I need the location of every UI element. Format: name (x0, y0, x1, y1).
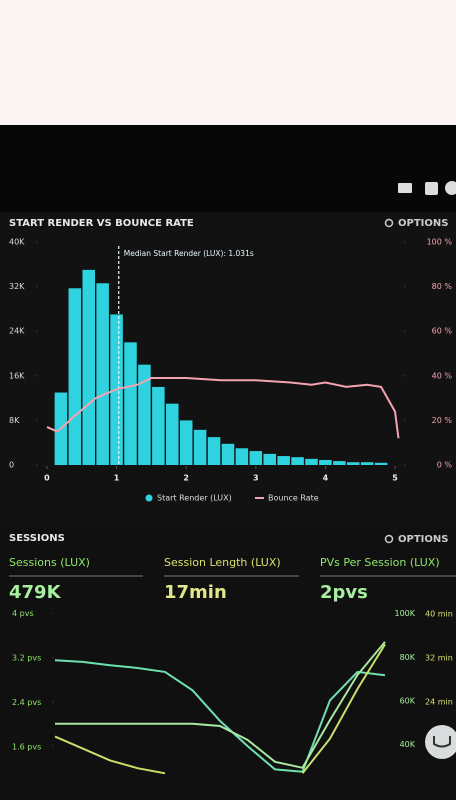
y-tick-label: 8K (9, 416, 20, 425)
y-tick-label: 40K (9, 238, 25, 247)
x-tick-label: 1 (114, 474, 120, 483)
tick-label: 2.4 pvs (12, 698, 41, 707)
options-button[interactable]: OPTIONS (398, 218, 448, 229)
bar (333, 461, 346, 465)
x-tick-label: 4 (323, 474, 329, 483)
data-line (55, 641, 386, 769)
sessions-panel (0, 528, 456, 800)
tick-label: 4 pvs (12, 609, 34, 618)
bar (138, 364, 151, 465)
bar (96, 283, 109, 465)
legend-label: Start Render (LUX) (157, 494, 232, 503)
data-line (54, 643, 386, 775)
y-tick-label: 16K (9, 371, 25, 380)
chat-button[interactable] (425, 725, 456, 759)
y-tick-label: 0 (9, 461, 14, 470)
x-tick-label: 5 (392, 474, 398, 483)
chat-icon (433, 736, 451, 748)
x-tick-label: 3 (253, 474, 259, 483)
options-icon[interactable] (384, 534, 394, 544)
bar (305, 458, 318, 465)
tick-label: 24 min (425, 697, 453, 706)
x-tick-label: 2 (183, 474, 189, 483)
tick-label: 100K (394, 609, 415, 618)
stat-label: Session Length (LUX) (164, 556, 281, 569)
data-line (46, 377, 400, 439)
options-button[interactable]: OPTIONS (398, 534, 448, 545)
panel-title: START RENDER VS BOUNCE RATE (9, 218, 194, 229)
tick-label: 80K (400, 653, 416, 662)
bar (235, 448, 249, 465)
tick-label: 60K (400, 696, 416, 705)
stat-value: 17min (164, 582, 227, 603)
x-tick-label: 0 (44, 474, 50, 483)
bar (166, 403, 179, 465)
options-icon[interactable] (384, 218, 394, 228)
bar (347, 462, 360, 465)
bar (277, 456, 290, 465)
charts: 0 8K 16K 24K 32K 40K 0 % 20 % 40 % 60 % 80 % 100 % 0… (9, 238, 453, 775)
chart-panel (0, 212, 456, 528)
y2-tick-label: 80 % (432, 282, 453, 291)
bar (82, 269, 95, 465)
data-line (54, 659, 386, 773)
panel-title: SESSIONS (9, 533, 65, 544)
bar (291, 457, 304, 465)
bar (124, 342, 137, 465)
bar (249, 451, 263, 465)
y2-tick-label: 20 % (432, 416, 453, 425)
bar (193, 429, 207, 465)
bar (207, 437, 221, 465)
annotation: Median Start Render (LUX): 1.031s (124, 249, 254, 258)
desktop-icon[interactable] (398, 183, 412, 193)
bar (221, 443, 235, 465)
stat-label: Sessions (LUX) (9, 556, 90, 569)
y-tick-label: 32K (9, 282, 25, 291)
y2-tick-label: 0 % (437, 461, 453, 470)
y2-tick-label: 60 % (432, 327, 453, 336)
bar (374, 462, 388, 465)
y2-tick-label: 40 % (432, 371, 453, 380)
wall (0, 0, 456, 125)
tick-label: 40 min (425, 609, 453, 618)
bar (152, 386, 165, 465)
share-icon[interactable] (425, 182, 438, 195)
stat-value: 479K (9, 582, 62, 603)
tick-label: 40K (400, 740, 416, 749)
help-icon[interactable] (445, 181, 456, 195)
stat-label: PVs Per Session (LUX) (320, 556, 440, 569)
legend-label: Bounce Rate (268, 494, 319, 503)
y2-tick-label: 100 % (427, 238, 453, 247)
bar (68, 288, 82, 465)
tick-label: 32 min (425, 653, 453, 662)
bar (319, 459, 332, 465)
bar (179, 420, 193, 465)
y-tick-label: 24K (9, 327, 25, 336)
legend-swatch (145, 494, 153, 502)
tick-label: 1.6 pvs (12, 743, 41, 752)
bar (360, 462, 374, 465)
bar (263, 453, 276, 465)
tick-label: 3.2 pvs (12, 653, 41, 662)
stat-value: 2pvs (320, 582, 368, 603)
